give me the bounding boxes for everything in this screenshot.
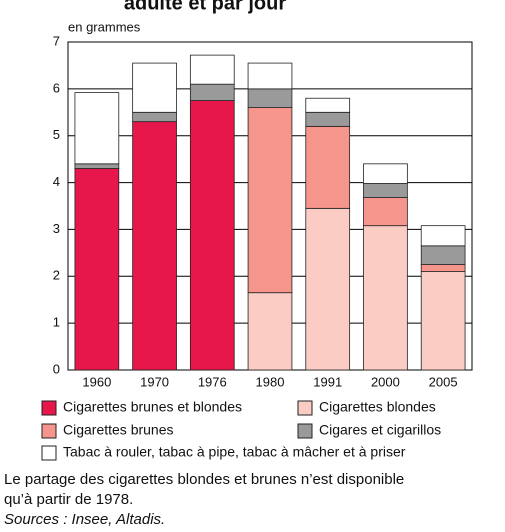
legend-label: Cigarettes blondes	[319, 399, 436, 415]
bar-segment	[247, 107, 293, 294]
legend-label: Tabac à rouler, tabac à pipe, tabac à mâ…	[63, 444, 406, 460]
y-axis-label: en grammes	[68, 19, 141, 34]
bar-segment	[132, 111, 177, 123]
source: Sources : Insee, Altadis.	[4, 511, 165, 528]
bar-segment	[247, 88, 293, 108]
y-tick-label: 5	[53, 127, 60, 142]
x-tick-label: 1970	[140, 374, 169, 389]
y-tick-label: 7	[53, 33, 60, 48]
x-tick-label: 1991	[313, 374, 342, 389]
bar-segment	[132, 121, 177, 371]
bar-segment	[363, 197, 408, 227]
bar-segment	[305, 125, 351, 209]
bar-segment	[305, 207, 351, 371]
y-tick-label: 6	[53, 80, 60, 95]
legend-swatch	[41, 400, 57, 416]
bar-segment	[305, 111, 351, 127]
bar-segment	[420, 264, 466, 273]
note: qu’à partir de 1978.	[4, 491, 133, 508]
chart-title: adulte et par jour	[124, 0, 286, 14]
bar-segment	[363, 183, 408, 198]
x-tick-label: 1976	[198, 374, 227, 389]
bar-segment	[420, 271, 466, 371]
legend-swatch	[297, 423, 313, 439]
note: Le partage des cigarettes blondes et bru…	[4, 471, 404, 488]
y-tick-label: 3	[53, 221, 60, 236]
x-tick-label: 1980	[256, 374, 285, 389]
x-tick-label: 1960	[82, 374, 111, 389]
y-tick-label: 4	[53, 174, 60, 189]
bar-segment	[132, 62, 177, 113]
bar-segment	[189, 54, 235, 85]
y-tick-label: 0	[53, 361, 60, 376]
legend-label: Cigares et cigarillos	[319, 422, 441, 438]
legend-swatch	[41, 423, 57, 439]
bar-segment	[74, 168, 120, 371]
bar-segment	[363, 225, 408, 371]
legend-label: Cigarettes brunes	[63, 422, 174, 438]
y-tick-label: 2	[53, 268, 60, 283]
bar-segment	[247, 292, 293, 371]
bar-segment	[247, 62, 293, 90]
bar-segment	[420, 225, 466, 247]
bar-segment	[420, 245, 466, 265]
legend-label: Cigarettes brunes et blondes	[63, 399, 242, 415]
legend-swatch	[297, 400, 313, 416]
legend-swatch	[41, 445, 57, 461]
bar-segment	[363, 163, 408, 184]
bar-segment	[189, 100, 235, 371]
bar-segment	[189, 83, 235, 101]
x-tick-label: 2000	[371, 374, 400, 389]
bar-segment	[305, 97, 351, 113]
bar-segment	[74, 92, 120, 165]
y-tick-label: 1	[53, 315, 60, 330]
bar-segment	[74, 163, 120, 169]
x-tick-label: 2005	[429, 374, 458, 389]
